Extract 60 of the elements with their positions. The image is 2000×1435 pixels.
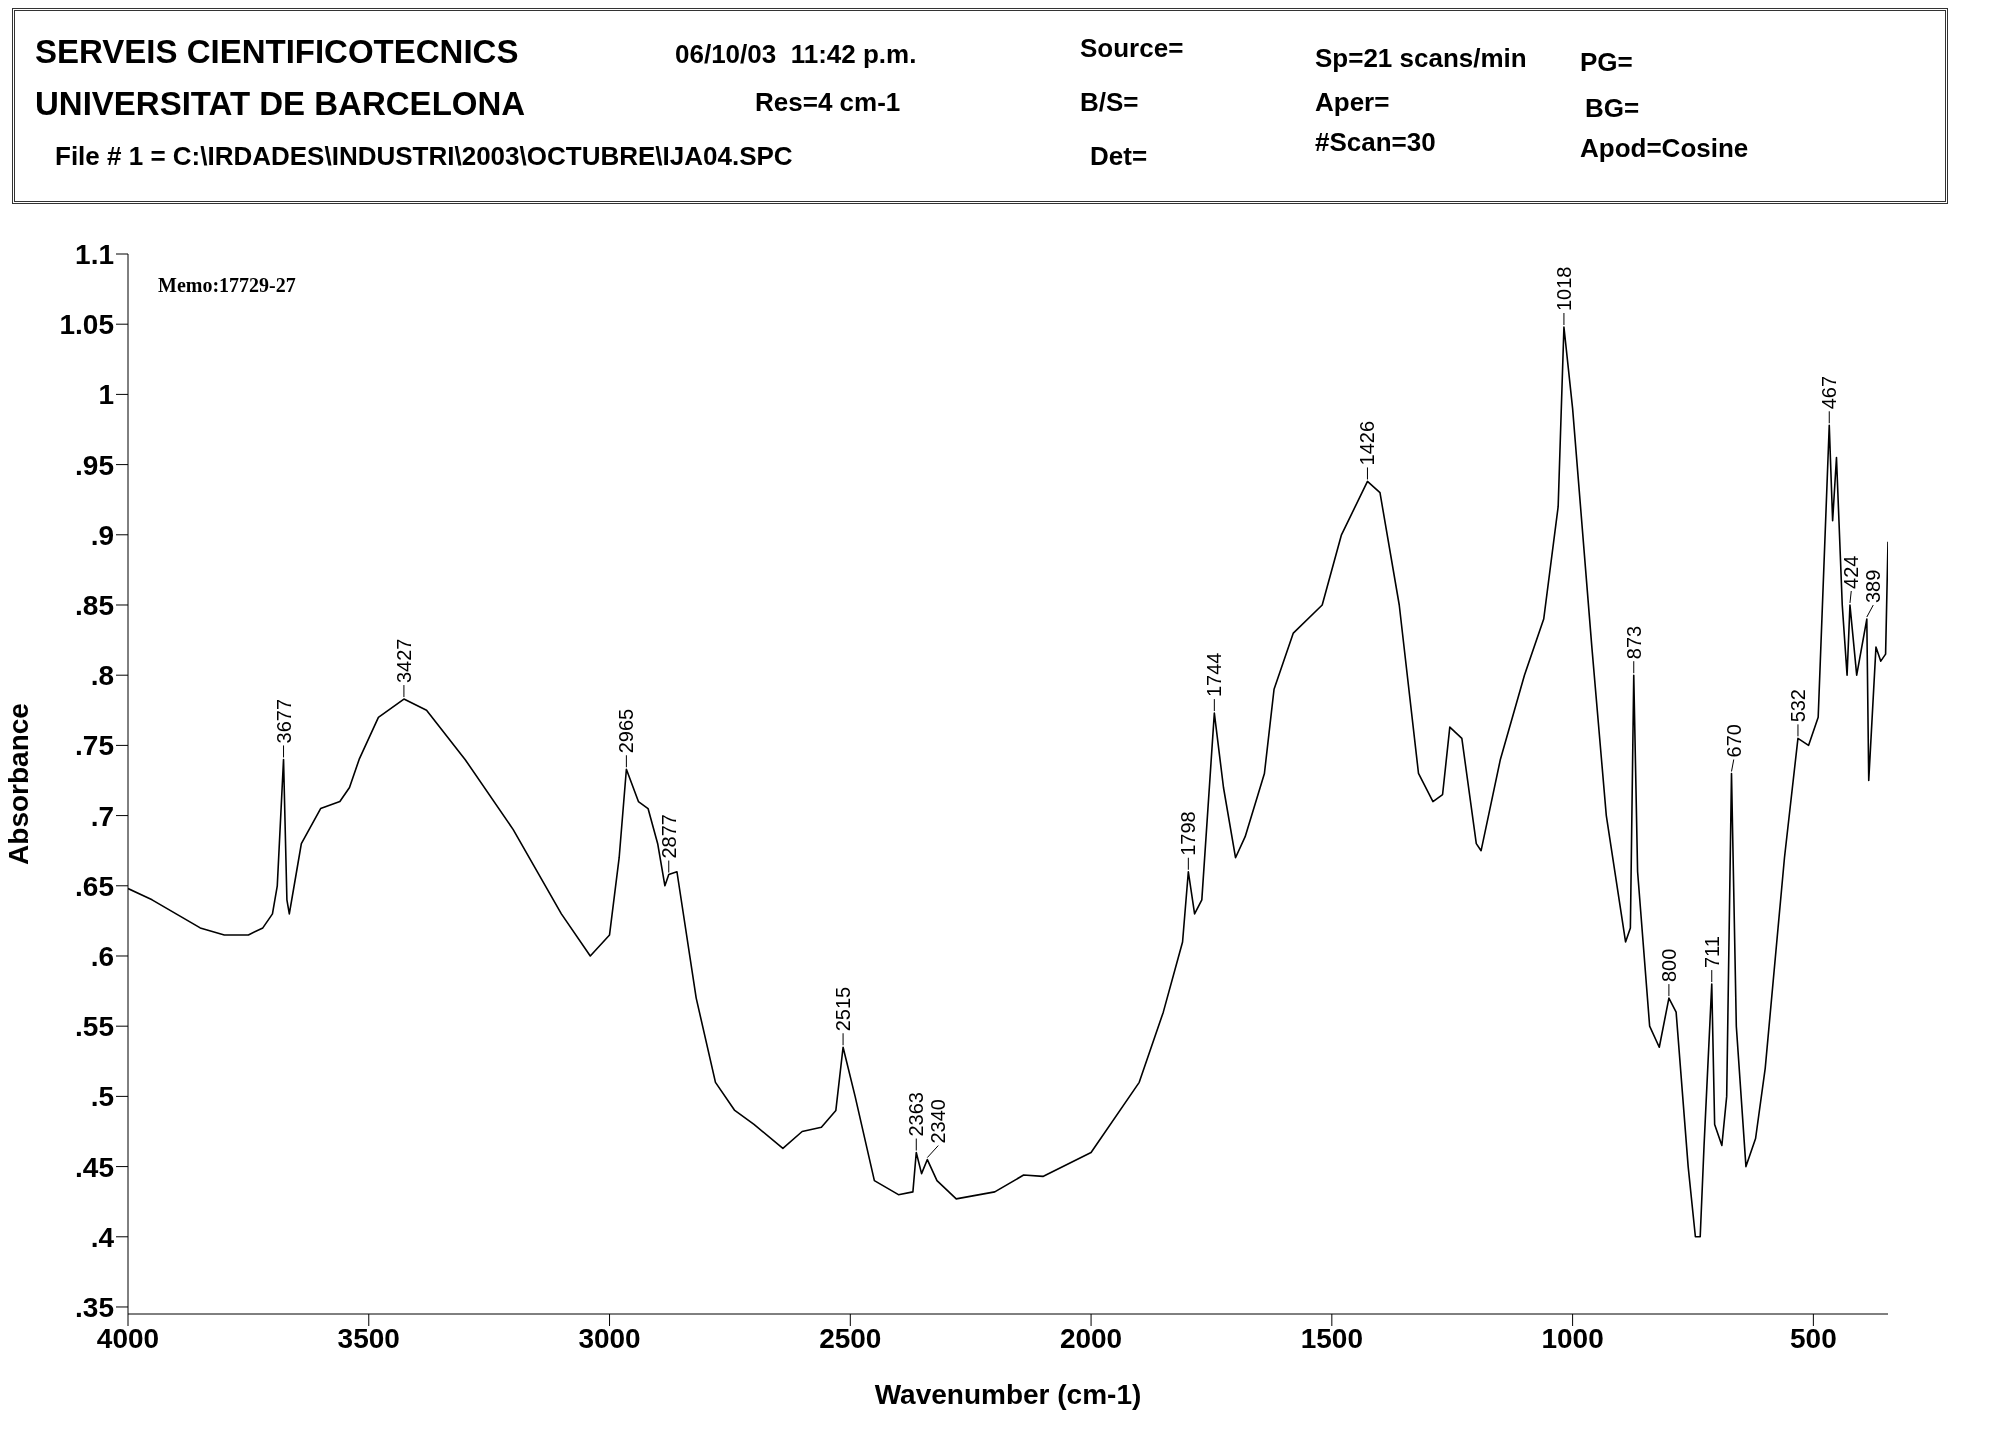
y-tick-label: .95 — [75, 449, 114, 481]
annotation: 424 — [1840, 555, 1863, 589]
annotation: 711 — [1700, 936, 1723, 969]
y-tick-label: .8 — [90, 660, 114, 692]
text: BG= — [1585, 93, 1640, 124]
y-tick-label: .75 — [75, 730, 114, 762]
y-axis-title: Absorbance — [2, 703, 34, 865]
y-tick-label: .5 — [90, 1081, 114, 1113]
annotation: 873 — [1622, 625, 1645, 660]
annotation: Memo:17729-27 — [158, 274, 296, 297]
annotation: 1798 — [1177, 811, 1200, 856]
annotation: 2877 — [657, 814, 680, 859]
annotation: 2515 — [832, 986, 855, 1032]
y-tick-label: .4 — [90, 1221, 115, 1253]
annotation: 3427 — [392, 638, 415, 684]
text: B/S= — [1080, 87, 1139, 118]
y-tick-label: .55 — [75, 1011, 114, 1043]
annotation: 1018 — [1552, 266, 1575, 312]
annotation: 2363 — [905, 1092, 928, 1137]
x-tick-label: 1000 — [1541, 1322, 1604, 1354]
annotation: 800 — [1657, 948, 1680, 983]
annotation: 3677 — [272, 698, 295, 744]
annotation: 532 — [1786, 689, 1809, 723]
text: File # 1 = C:\IRDADES\INDUSTRI\2003\OCTUBRE\IJA04.SPC — [55, 141, 793, 172]
text: 06/10/03 11:42 p.m. — [675, 39, 917, 70]
annotation: 467 — [1818, 375, 1841, 410]
x-tick-label: 2000 — [1059, 1322, 1123, 1354]
x-tick-label: 2500 — [819, 1322, 882, 1354]
annotation: 2340 — [927, 1099, 950, 1144]
annotation: 2965 — [615, 708, 638, 754]
annotation: 1426 — [1356, 420, 1379, 466]
y-tick-label: 1.1 — [75, 238, 114, 270]
text: Res=4 cm-1 — [755, 87, 901, 118]
x-tick-label: 3500 — [337, 1322, 400, 1354]
text: PG= — [1580, 47, 1633, 78]
chart-title: SERVEIS CIENTIFICOTECNICS — [35, 33, 519, 71]
source-note: Source= — [1080, 33, 1184, 64]
text: Apod=Cosine — [1580, 133, 1749, 164]
y-tick-label: .85 — [75, 589, 114, 621]
y-tick-label: .9 — [90, 519, 114, 551]
y-tick-label: .7 — [90, 800, 114, 832]
y-tick-label: 1 — [98, 379, 114, 411]
y-tick-label: .35 — [75, 1291, 114, 1323]
text: Aper= — [1315, 87, 1390, 118]
text: #Scan=30 — [1315, 127, 1436, 158]
text: Sp=21 scans/min — [1315, 43, 1527, 74]
annotation: 670 — [1722, 724, 1745, 758]
x-tick-label: 3000 — [578, 1322, 641, 1354]
x-axis-title: Wavenumber (cm-1) — [874, 1379, 1142, 1410]
y-tick-label: .45 — [75, 1151, 114, 1183]
x-tick-label: 500 — [1790, 1322, 1837, 1354]
x-tick-label: 4000 — [96, 1322, 160, 1354]
text: Det= — [1090, 141, 1148, 172]
annotation: 1744 — [1203, 652, 1226, 698]
y-tick-label: .65 — [75, 870, 114, 902]
chart-subtitle: UNIVERSITAT DE BARCELONA — [35, 85, 526, 123]
annotation: 389 — [1862, 569, 1885, 604]
y-tick-label: 1.05 — [59, 309, 114, 341]
y-tick-label: .6 — [90, 940, 114, 972]
x-tick-label: 1500 — [1300, 1322, 1363, 1354]
